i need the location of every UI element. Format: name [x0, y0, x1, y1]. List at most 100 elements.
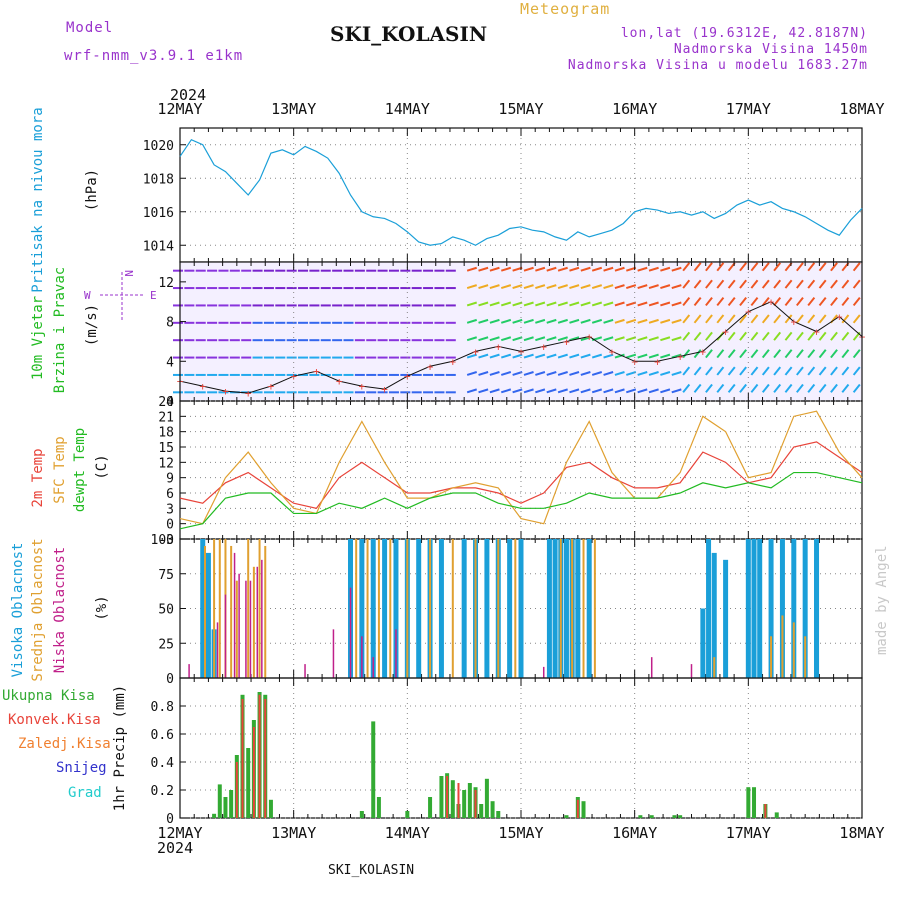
wind-arrow	[716, 279, 725, 289]
wind-arrow	[796, 349, 804, 359]
panel-clouds: 0 25 50 75 100	[151, 533, 863, 687]
wind-arrow	[739, 279, 747, 289]
wind-arrow	[648, 388, 659, 394]
wind-arrow	[523, 371, 534, 376]
wind-arrow	[546, 284, 557, 290]
wind-arrow	[614, 353, 625, 359]
high-cloud-bar	[791, 539, 797, 678]
wind-arrow	[750, 331, 759, 341]
wind-gust-mark: +	[563, 335, 570, 348]
y-tick-label: 50	[158, 603, 174, 618]
wind-arrow	[716, 314, 725, 324]
wind-arrow	[603, 266, 614, 272]
wind-arrow	[500, 301, 512, 307]
total-rain-bar	[212, 813, 217, 818]
snow-label: Snijeg	[56, 760, 107, 776]
wind-arrow	[750, 279, 759, 289]
y-tick-label: 75	[158, 568, 174, 583]
wind-gust-mark: +	[836, 311, 843, 324]
wind-arrow	[546, 266, 557, 272]
low-cloud-bar	[224, 594, 227, 678]
wind-arrow	[489, 301, 500, 307]
y-tick-label: 1016	[143, 206, 174, 221]
temp2m-ylabel: 2m Temp	[30, 448, 46, 507]
wind-arrow	[761, 331, 770, 341]
wind-arrow	[682, 314, 691, 324]
wind-gust-mark: +	[245, 387, 252, 400]
legend-e: E	[150, 289, 157, 302]
wind-arrow	[727, 366, 736, 376]
low-cloud-bar	[304, 664, 306, 678]
high-cloud-bar	[723, 559, 729, 678]
mid-cloud-ylabel: Srednja Oblacnost	[30, 538, 46, 681]
wind-arrow	[557, 353, 568, 359]
wind-unit: (m/s)	[84, 304, 100, 346]
wind-arrow	[569, 371, 580, 376]
wind-gust-mark: +	[381, 383, 388, 396]
wind-arrow	[603, 388, 614, 394]
high-cloud-bar	[370, 539, 376, 678]
wind-arrow	[523, 284, 534, 290]
wind-arrow	[671, 336, 682, 342]
wind-arrow	[580, 353, 591, 359]
mid-cloud-bar	[559, 539, 562, 678]
wind-arrow	[591, 353, 603, 359]
wind-gust-mark: +	[404, 370, 411, 383]
wind-arrow	[796, 296, 804, 307]
wind-arrow	[603, 301, 614, 307]
precip-unit: 1hr Precip (mm)	[112, 685, 128, 811]
wind-arrow	[830, 279, 838, 289]
high-cloud-bar	[779, 539, 785, 678]
high-cloud-bar	[802, 539, 808, 678]
high-cloud-bar	[518, 539, 524, 678]
total-rain-bar	[359, 811, 364, 818]
wind-arrow	[535, 318, 546, 324]
wind-arrow	[716, 383, 725, 393]
wind-arrow	[478, 353, 489, 359]
wind-arrow	[841, 349, 850, 359]
wind-arrow	[750, 314, 759, 324]
wind-arrow	[500, 284, 512, 290]
wind-arrow	[648, 266, 659, 272]
mid-cloud-bar	[389, 539, 392, 678]
frozen-rain-label: Zaledj.Kisa	[18, 736, 111, 752]
total-rain-bar	[678, 815, 683, 818]
low-cloud-bar	[332, 629, 335, 678]
bottom-day-label: 14MAY	[385, 824, 430, 842]
y-tick-label: 0	[166, 395, 174, 410]
mid-cloud-bar	[770, 636, 773, 678]
y-tick-label: 12	[158, 276, 174, 291]
wind-gust-mark: +	[722, 326, 729, 339]
wind-arrow	[761, 314, 770, 324]
wind-arrow	[535, 336, 546, 342]
wind-arrow	[569, 318, 580, 324]
mid-cloud-bar	[252, 566, 255, 678]
wind-arrow	[796, 383, 804, 393]
wind-arrow	[512, 284, 523, 290]
wind-arrow	[637, 318, 648, 324]
wind-ylabel-2: Brzina i Pravac	[52, 267, 68, 393]
wind-arrow	[626, 388, 637, 394]
wind-arrow	[660, 318, 671, 324]
total-rain-bar	[479, 804, 484, 818]
wind-arrow	[569, 353, 580, 359]
high-cloud-bar	[461, 539, 467, 678]
wind-arrow	[603, 353, 614, 359]
top-day-label: 16MAY	[612, 100, 657, 118]
wind-arrow	[796, 331, 804, 341]
wind-arrow	[489, 371, 500, 376]
mid-cloud-bar	[406, 539, 409, 678]
wind-arrow	[466, 301, 478, 307]
wind-arrow	[478, 336, 489, 342]
wind-arrow	[535, 301, 546, 307]
wind-arrow	[739, 331, 747, 341]
wind-arrow	[807, 262, 816, 272]
wind-arrow	[523, 353, 534, 359]
top-day-label: 12MAY	[157, 100, 202, 118]
low-cloud-bar	[395, 629, 397, 678]
wind-arrow	[852, 262, 861, 272]
wind-arrow	[478, 371, 489, 376]
wind-arrow	[773, 366, 782, 376]
total-rain-bar	[484, 778, 489, 818]
high-cloud-bar	[382, 539, 388, 678]
